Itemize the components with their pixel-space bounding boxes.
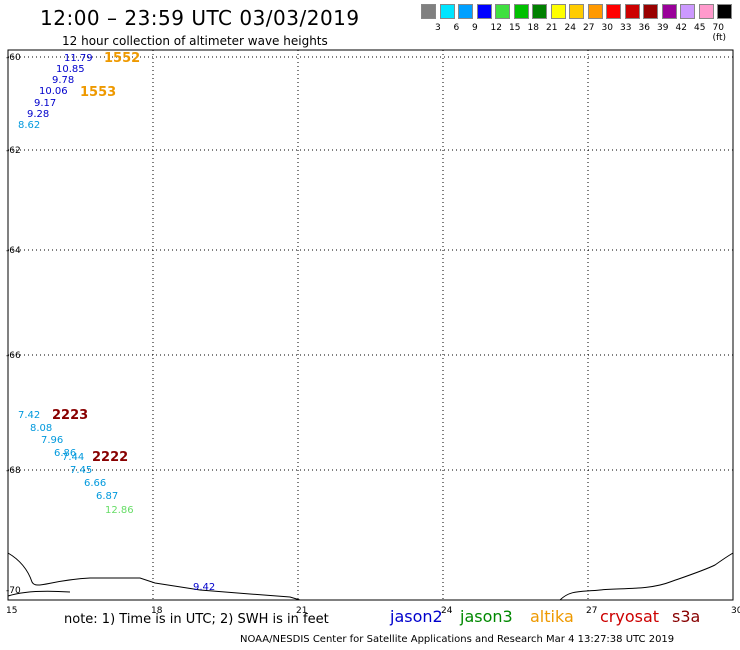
legend-swatch (513, 4, 529, 19)
legend-tick-label: 6 (453, 23, 460, 33)
legend-tick-label: 45 (694, 23, 706, 33)
longitude-label: 27 (586, 606, 597, 616)
legend-swatch (587, 4, 603, 19)
satellite-name: cryosat (600, 607, 660, 626)
longitude-label: 24 (441, 606, 453, 616)
wave-height-value: 12.86 (105, 505, 134, 516)
legend-tick-label: 21 (546, 23, 558, 33)
wave-height-value: 8.08 (30, 423, 52, 434)
coastline (7, 552, 301, 601)
legend-tick-label: 70 (ft) (712, 23, 727, 43)
legend-swatch (458, 4, 473, 19)
latitude-label: -68 (6, 466, 21, 476)
legend-swatch (476, 4, 492, 19)
note-text: note: 1) Time is in UTC; 2) SWH is in fe… (64, 612, 329, 627)
legend-tick-label: 18 (527, 23, 539, 33)
legend-tick-label: 36 (638, 23, 650, 33)
wave-height-value: 9.17 (34, 98, 56, 109)
satellite-name: jason2 (390, 607, 443, 626)
legend-swatch (495, 4, 510, 19)
legend-tick-label: 42 (675, 23, 687, 33)
wave-height-value: 6.86 (54, 448, 76, 459)
wave-height-value: 6.66 (84, 478, 106, 489)
legend-tick-label: 24 (564, 23, 576, 33)
legend-tick-label: 3 (435, 23, 441, 33)
wave-height-value: 9.78 (52, 75, 74, 86)
legend-tick-label: 15 (509, 23, 521, 33)
legend-swatch (606, 4, 621, 19)
satellite-name: jason3 (460, 607, 513, 626)
pass-time-label: 1553 (80, 85, 116, 100)
satellite-name: altika (530, 607, 574, 626)
wave-height-value: 8.62 (18, 120, 40, 131)
map-frame (7, 49, 734, 601)
legend-swatch (717, 4, 732, 19)
legend-tick-label: 27 (583, 23, 595, 33)
legend-tick-label: 9 (472, 23, 478, 33)
wave-height-value: 10.85 (56, 64, 85, 75)
legend-tick-label: 39 (657, 23, 669, 33)
legend-tick-label: 30 (601, 23, 613, 33)
wave-height-value: 11.79 (64, 53, 93, 64)
wave-height-value: 7.45 (70, 465, 92, 476)
latitude-label: -60 (6, 53, 21, 63)
pass-time-label: 2222 (92, 450, 128, 465)
wave-height-value: 7.42 (18, 410, 40, 421)
wave-height-value: 9.28 (27, 109, 49, 120)
latitude-label: -66 (6, 351, 21, 361)
longitude-label: 15 (6, 606, 17, 616)
pass-time-label: 2223 (52, 408, 88, 423)
legend-swatch (532, 4, 547, 19)
latitude-label: -70 (6, 586, 21, 596)
legend-swatch (624, 4, 640, 19)
wave-height-value: 6.87 (96, 491, 118, 502)
legend-swatch (439, 4, 455, 19)
legend-swatch (421, 4, 436, 19)
map-subtitle: 12 hour collection of altimeter wave hei… (62, 34, 328, 48)
map-title: 12:00 – 23:59 UTC 03/03/2019 (40, 6, 360, 30)
legend-tick-label: 33 (620, 23, 632, 33)
wave-height-value: 7.44 (62, 452, 84, 463)
wave-height-value: 10.06 (39, 86, 68, 97)
pass-time-label: 1552 (104, 51, 140, 66)
longitude-label: 21 (296, 606, 307, 616)
legend-swatch (680, 4, 695, 19)
legend-swatch (550, 4, 566, 19)
coastline (559, 552, 734, 601)
footer-credit: NOAA/NESDIS Center for Satellite Applica… (240, 634, 675, 645)
legend-swatch (661, 4, 677, 19)
latitude-label: -64 (6, 246, 21, 256)
satellite-name: s3a (672, 607, 701, 626)
coastline (7, 590, 71, 597)
longitude-label: 18 (151, 606, 163, 616)
longitude-label: 30 (731, 606, 740, 616)
latitude-label: -62 (6, 146, 21, 156)
legend-tick-label: 12 (490, 23, 502, 33)
legend-swatch (698, 4, 714, 19)
legend-swatch (643, 4, 658, 19)
wave-height-value: 9.42 (193, 582, 215, 593)
wave-height-value: 7.96 (41, 435, 63, 446)
legend-swatch (569, 4, 584, 19)
